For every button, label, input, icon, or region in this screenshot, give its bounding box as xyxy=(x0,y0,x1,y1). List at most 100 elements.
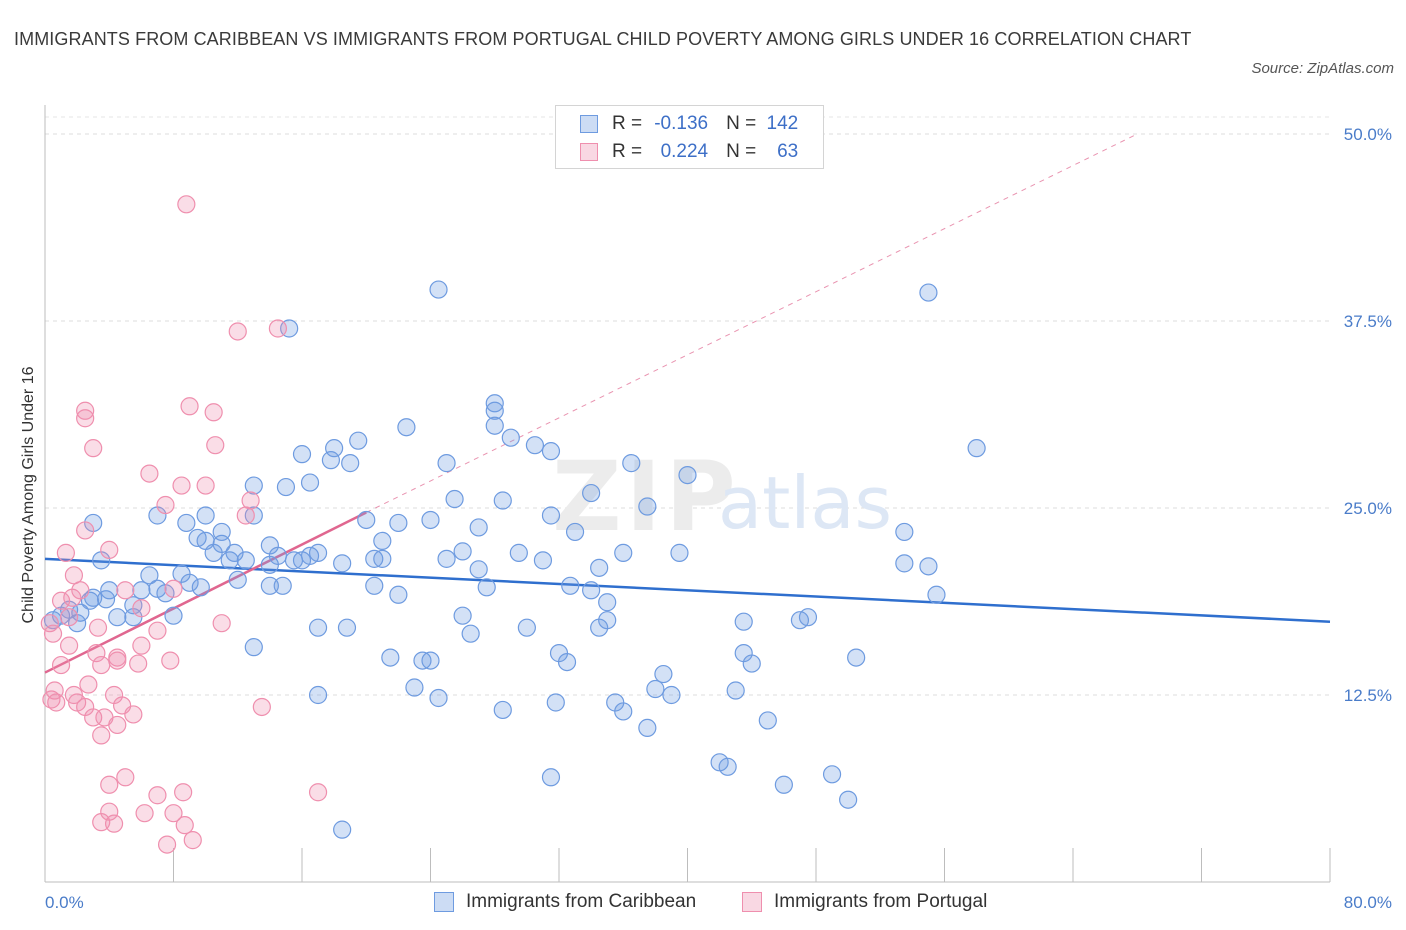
portugal-point xyxy=(64,566,84,585)
caribbean-point xyxy=(798,608,818,627)
portugal-point xyxy=(84,439,103,458)
correlation-legend: R = -0.136 N = 142 R = 0.224 N = 63 xyxy=(555,105,824,169)
caribbean-point xyxy=(333,554,352,573)
portugal-point xyxy=(92,655,111,675)
caribbean-point xyxy=(839,790,858,809)
caribbean-point xyxy=(429,688,448,708)
caribbean-point xyxy=(421,510,440,530)
portugal-point xyxy=(156,495,175,515)
caribbean-point xyxy=(453,606,472,625)
legend-n-label: N = xyxy=(726,113,757,134)
portugal-point xyxy=(268,319,288,338)
portugal-point xyxy=(129,654,148,673)
legend-n-value: 142 xyxy=(766,113,799,134)
caribbean-point xyxy=(638,718,657,738)
caribbean-point xyxy=(541,768,561,787)
caribbean-point xyxy=(260,576,279,595)
portugal-point xyxy=(148,786,167,805)
caribbean-point xyxy=(598,593,617,612)
caribbean-point xyxy=(389,585,408,604)
y-tick-label: 37.5% xyxy=(1344,312,1392,331)
caribbean-point xyxy=(678,465,697,485)
caribbean-point xyxy=(493,491,512,510)
portugal-point xyxy=(204,403,223,422)
portugal-point xyxy=(92,726,111,745)
caribbean-point xyxy=(308,618,328,637)
caribbean-point xyxy=(341,454,360,473)
caribbean-point xyxy=(919,557,938,576)
caribbean-point xyxy=(509,543,528,562)
portugal-point xyxy=(252,697,271,717)
portugal-point xyxy=(79,675,98,694)
gridlines xyxy=(45,116,1330,696)
caribbean-point xyxy=(726,681,745,700)
caribbean-point xyxy=(525,436,545,455)
caribbean-point xyxy=(485,394,504,413)
portugal-point xyxy=(76,401,95,420)
portugal-point xyxy=(76,409,95,428)
caribbean-point xyxy=(565,522,585,542)
caribbean-point xyxy=(325,439,344,458)
caribbean-point xyxy=(236,551,255,570)
portugal-point xyxy=(161,651,180,670)
caribbean-point xyxy=(895,554,914,573)
series-swatch-caribbean xyxy=(434,892,454,912)
caribbean-point xyxy=(337,618,357,637)
portugal-point xyxy=(76,521,95,540)
x-tick-label: 80.0% xyxy=(1344,893,1392,912)
portugal-point xyxy=(164,579,183,598)
legend-r-value: 0.224 xyxy=(660,141,709,162)
caribbean-point xyxy=(445,489,464,509)
caribbean-point xyxy=(108,608,127,627)
caribbean-point xyxy=(437,549,456,568)
caribbean-point xyxy=(822,765,842,784)
caribbean-point xyxy=(321,451,341,470)
portugal-point xyxy=(241,491,260,510)
caribbean-point xyxy=(662,685,681,705)
portugal-point xyxy=(308,783,328,802)
caribbean-point xyxy=(333,820,352,839)
caribbean-point xyxy=(493,700,512,720)
caribbean-point xyxy=(967,439,986,458)
trend-extension-1 xyxy=(366,133,1138,513)
series-legend-caribbean: Immigrants from Caribbean xyxy=(434,888,696,916)
caribbean-point xyxy=(546,693,565,712)
portugal-point xyxy=(100,802,119,821)
caribbean-point xyxy=(533,551,553,570)
caribbean-point xyxy=(774,775,793,794)
caribbean-point xyxy=(308,685,328,705)
series-swatch-portugal xyxy=(742,892,762,912)
caribbean-point xyxy=(517,618,536,637)
trend-lines xyxy=(44,133,1331,674)
data-points xyxy=(40,195,986,854)
caribbean-point xyxy=(164,606,183,625)
y-tick-label: 50.0% xyxy=(1344,125,1392,144)
portugal-point xyxy=(157,835,177,854)
caribbean-point xyxy=(614,543,633,562)
portugal-point xyxy=(43,624,63,643)
caribbean-point xyxy=(177,513,196,533)
caribbean-point xyxy=(244,476,263,495)
caribbean-point xyxy=(292,445,312,464)
series-legend-portugal: Immigrants from Portugal xyxy=(742,888,987,916)
caribbean-point xyxy=(132,581,151,600)
portugal-point xyxy=(140,464,159,483)
caribbean-point xyxy=(453,542,472,561)
caribbean-point xyxy=(919,283,938,302)
caribbean-point xyxy=(273,576,292,595)
portugal-point xyxy=(71,581,90,600)
portugal-point xyxy=(180,397,199,416)
caribbean-point xyxy=(389,513,408,533)
caribbean-point xyxy=(557,652,577,672)
portugal-point xyxy=(51,591,71,610)
caribbean-point xyxy=(582,581,601,600)
caribbean-point xyxy=(373,531,392,551)
caribbean-point xyxy=(638,497,657,516)
watermark-atlas: atlas xyxy=(718,461,892,545)
portugal-point xyxy=(212,614,231,633)
portugal-point xyxy=(148,621,167,640)
legend-r-label: R = xyxy=(612,141,643,162)
caribbean-point xyxy=(734,612,753,631)
portugal-point xyxy=(132,636,151,655)
caribbean-point xyxy=(541,506,561,525)
